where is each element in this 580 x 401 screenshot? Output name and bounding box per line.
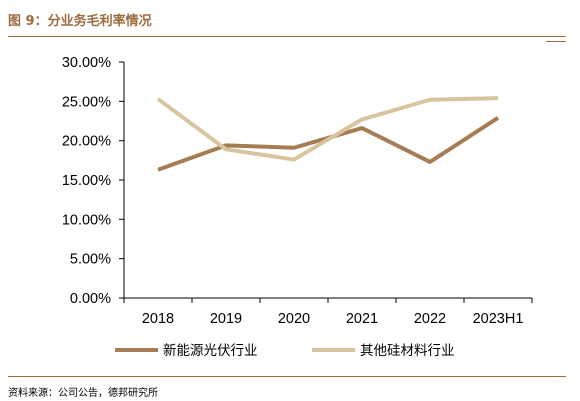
source-note: 资料来源：公司公告，德邦研究所 [8, 388, 158, 399]
y-tick-label: 5.00% [70, 252, 111, 268]
legend-label-1: 新能源光伏行业 [163, 343, 258, 359]
x-tick-label: 2020 [278, 311, 310, 327]
x-tick-label: 2019 [210, 311, 242, 327]
legend-label-2: 其他硅材料行业 [360, 343, 455, 359]
chart-axes: 0.00% 5.00% 10.00% 15.00% 20.00% 25.00% 30.00%… [62, 55, 533, 327]
x-tick-label: 2018 [142, 311, 174, 327]
x-tick-label: 2021 [346, 311, 378, 327]
series-line-1 [157, 116, 500, 172]
x-tick-label: 2022 [414, 311, 446, 327]
figure-title: 图 9：分业务毛利率情况 [8, 14, 152, 29]
y-tick-label: 0.00% [70, 291, 111, 307]
y-tick-label: 25.00% [62, 94, 111, 110]
y-tick-label: 20.00% [62, 134, 111, 150]
title-rule-accent [546, 41, 566, 42]
title-rule [8, 36, 566, 37]
y-tick-label: 30.00% [62, 55, 111, 71]
source-rule [8, 376, 566, 377]
series-line-2 [156, 96, 499, 162]
x-tick-label: 2023H1 [473, 311, 524, 327]
chart-legend: 新能源光伏行业 其他硅材料行业 [115, 343, 455, 359]
y-tick-label: 15.00% [62, 173, 111, 189]
series-layer [156, 96, 500, 172]
y-tick-label: 10.00% [62, 212, 111, 228]
